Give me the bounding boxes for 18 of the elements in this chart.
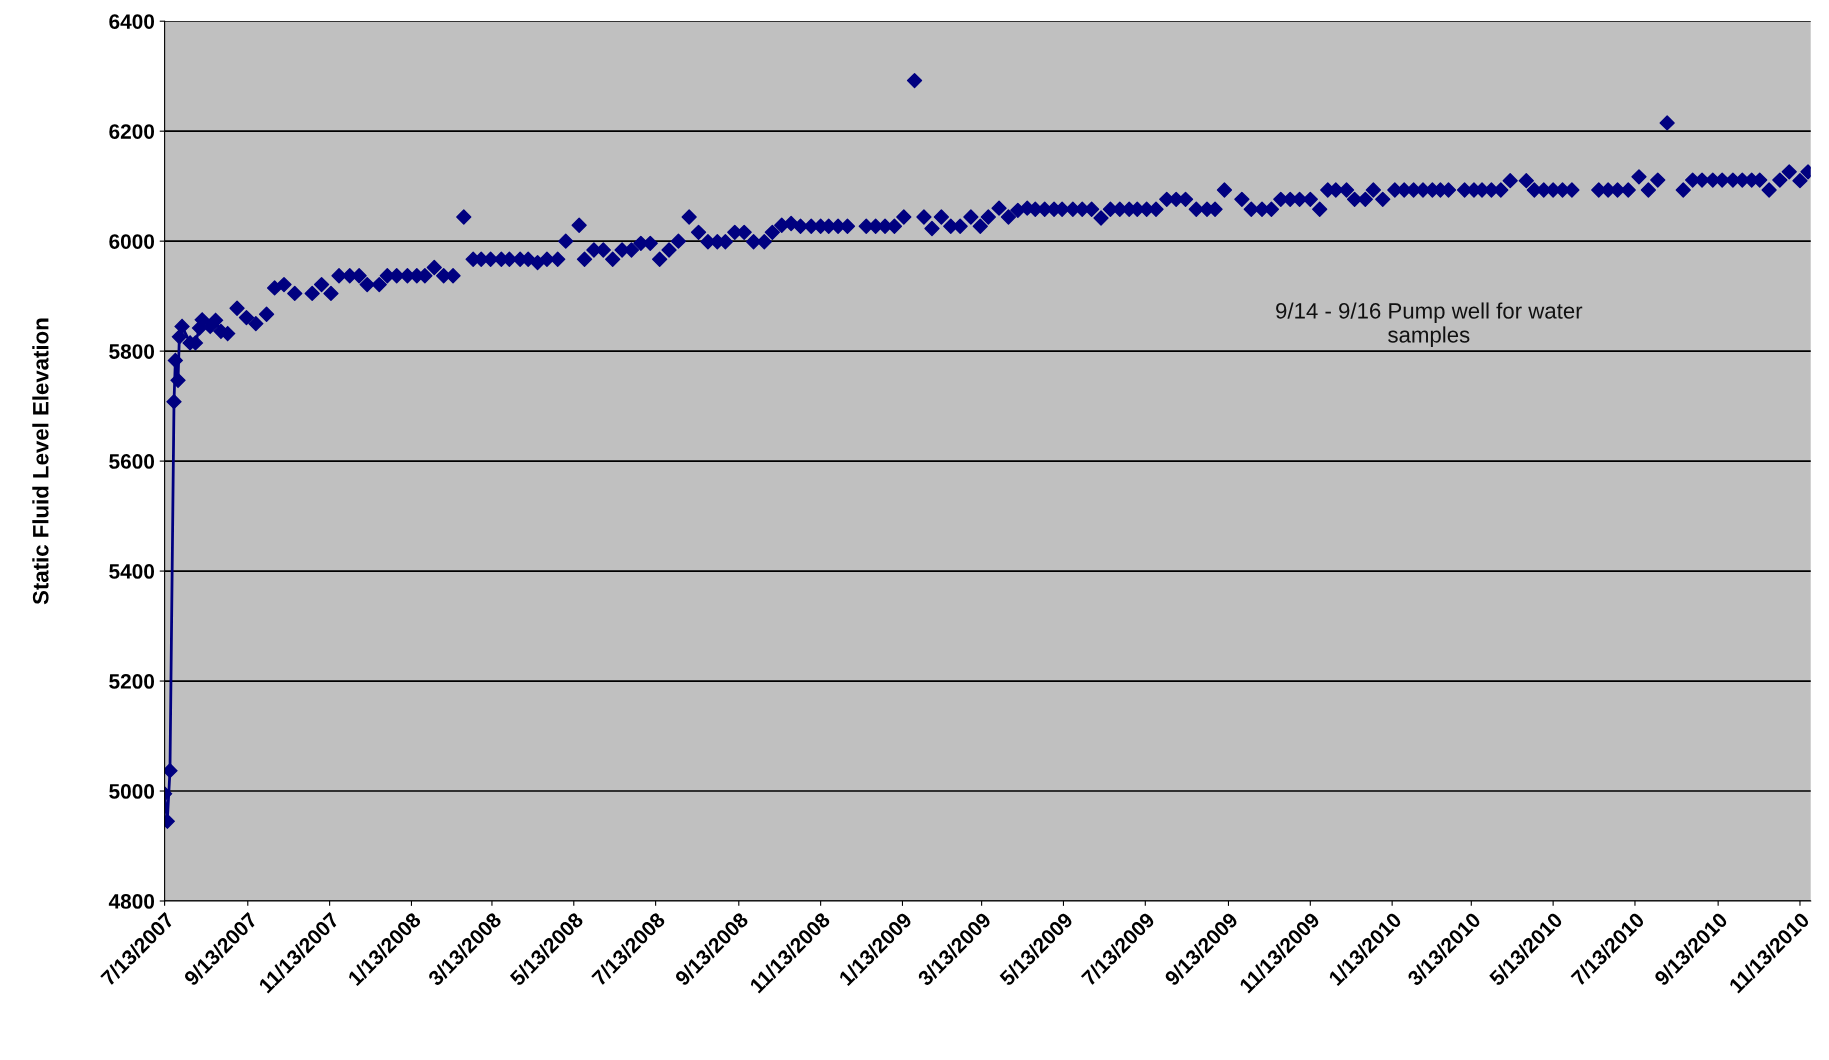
y-tick-label: 4800 xyxy=(108,894,155,909)
point xyxy=(208,312,224,328)
point xyxy=(164,763,178,779)
point xyxy=(174,318,190,334)
point xyxy=(166,394,182,410)
point xyxy=(167,352,183,369)
y-tick-label: 6000 xyxy=(109,234,155,249)
y-tick-label: 5000 xyxy=(109,784,155,799)
y-axis-title: Static Fluid Level Elevation xyxy=(32,318,49,605)
point xyxy=(170,372,186,388)
y-tick-label: 5400 xyxy=(109,564,155,579)
y-tick-label: 5200 xyxy=(109,674,155,689)
point xyxy=(171,329,187,345)
y-tick-label: 5600 xyxy=(109,454,155,469)
y-tick-label: 6400 xyxy=(109,14,155,29)
y-tick-label: 5800 xyxy=(109,344,155,359)
annotation: 9/14 - 9/16 Pump well for water samples xyxy=(1276,302,1583,348)
y-tick-label: 6200 xyxy=(109,124,155,139)
